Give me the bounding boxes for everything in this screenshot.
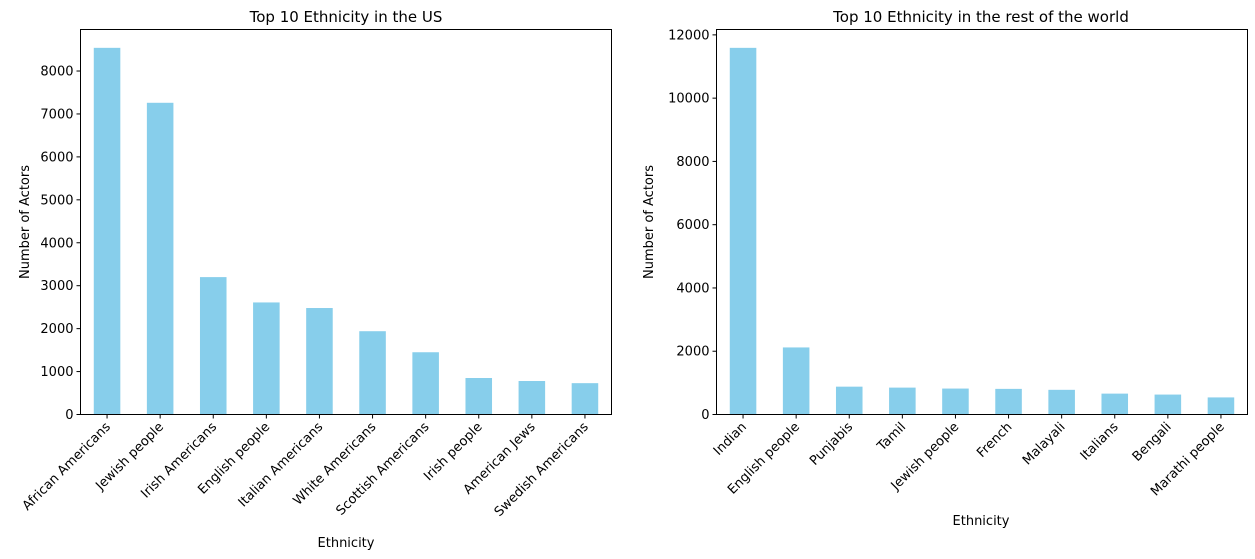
bar bbox=[518, 381, 546, 415]
x-tick-label: Punjabis bbox=[807, 420, 856, 469]
y-tick-label: 8000 bbox=[676, 155, 709, 170]
y-tick-group: 0 2000 4000 6000 8000 10000 12000 bbox=[668, 28, 717, 423]
y-tick-label: 3000 bbox=[40, 279, 73, 294]
y-tick-label: 7000 bbox=[40, 107, 73, 122]
y-tick-label: 0 bbox=[65, 408, 73, 423]
y-tick-label: 6000 bbox=[40, 150, 73, 165]
chart-world-ethnicity: Top 10 Ethnicity in the rest of the worl… bbox=[642, 8, 1248, 529]
y-axis-label: Number of Actors bbox=[18, 165, 33, 279]
y-tick-group: 0 1000 2000 3000 4000 5000 6000 7000 8000 bbox=[40, 65, 81, 423]
y-tick-label: 2000 bbox=[676, 345, 709, 360]
bar bbox=[1154, 394, 1182, 415]
bar bbox=[995, 388, 1022, 415]
x-tick-label: Tamil bbox=[874, 420, 909, 455]
y-tick-label: 5000 bbox=[40, 193, 73, 208]
bar bbox=[306, 308, 333, 415]
bar bbox=[835, 386, 863, 415]
bar-group bbox=[729, 47, 1235, 415]
bar bbox=[889, 387, 916, 415]
y-axis-label: Number of Actors bbox=[642, 165, 657, 279]
y-tick-label: 0 bbox=[701, 408, 709, 423]
y-tick-label: 6000 bbox=[676, 218, 709, 233]
y-tick-label: 1000 bbox=[40, 365, 73, 380]
x-axis-label: Ethnicity bbox=[953, 514, 1010, 529]
bar bbox=[253, 302, 280, 415]
y-tick-label: 4000 bbox=[40, 236, 73, 251]
chart-us-ethnicity: Top 10 Ethnicity in the US Number of Act… bbox=[18, 8, 612, 551]
x-tick-label: Italians bbox=[1078, 420, 1122, 464]
y-tick-label: 4000 bbox=[676, 281, 709, 296]
bar bbox=[199, 277, 227, 415]
x-tick-label: Swedish Americans bbox=[492, 420, 592, 520]
bar bbox=[412, 352, 439, 415]
bar bbox=[1207, 397, 1235, 415]
bar bbox=[571, 383, 599, 415]
x-tick-label: Malayali bbox=[1020, 420, 1069, 469]
x-tick-label: Scottish Americans bbox=[334, 420, 433, 519]
x-axis-label: Ethnicity bbox=[318, 536, 375, 551]
bar bbox=[93, 47, 121, 415]
bar bbox=[1048, 389, 1075, 415]
chart-title: Top 10 Ethnicity in the rest of the worl… bbox=[832, 8, 1129, 26]
x-tick-label: Indian bbox=[711, 420, 750, 459]
y-tick-label: 12000 bbox=[668, 28, 709, 43]
x-tick-label: African Americans bbox=[20, 420, 114, 514]
bar bbox=[1101, 393, 1129, 415]
chart-title: Top 10 Ethnicity in the US bbox=[249, 8, 443, 26]
bar bbox=[942, 388, 969, 415]
plot-frame bbox=[80, 29, 612, 415]
plot-frame bbox=[716, 29, 1248, 415]
x-tick-label: French bbox=[974, 420, 1015, 461]
bar bbox=[146, 102, 174, 415]
bar bbox=[729, 47, 757, 415]
bar bbox=[782, 347, 810, 415]
bar-group bbox=[93, 47, 599, 415]
bar bbox=[359, 331, 386, 415]
y-tick-label: 10000 bbox=[668, 92, 709, 107]
y-tick-label: 2000 bbox=[40, 322, 73, 337]
y-tick-label: 8000 bbox=[40, 65, 73, 80]
bar bbox=[465, 378, 493, 415]
x-tick-label: Bengali bbox=[1130, 420, 1175, 465]
